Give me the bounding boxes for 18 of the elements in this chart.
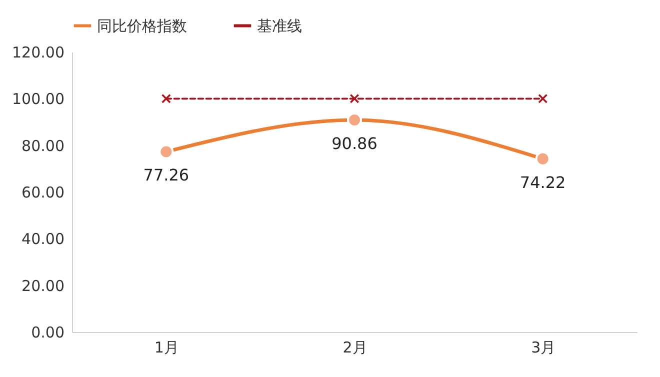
- y-tick-label: 80.00: [22, 136, 64, 155]
- y-tick-label: 0.00: [31, 324, 64, 342]
- x-tick-label: 1月: [154, 338, 179, 356]
- point: [350, 94, 360, 104]
- legend-label: 同比价格指数: [97, 16, 187, 35]
- data-label: 74.22: [520, 172, 566, 192]
- legend-label: 基准线: [257, 16, 302, 35]
- point: [538, 94, 548, 104]
- y-tick-label: 20.00: [22, 276, 64, 295]
- y-tick-label: 120.00: [12, 44, 64, 62]
- y-tick-label: 100.00: [12, 90, 64, 108]
- x-tick-label: 3月: [531, 338, 556, 356]
- data-label: 77.26: [143, 166, 190, 185]
- x-tick-label: 2月: [342, 338, 368, 356]
- point: [161, 94, 171, 104]
- y-tick-label: 60.00: [22, 184, 64, 202]
- y-tick-label: 40.00: [22, 230, 64, 248]
- data-label: 90.86: [332, 134, 378, 153]
